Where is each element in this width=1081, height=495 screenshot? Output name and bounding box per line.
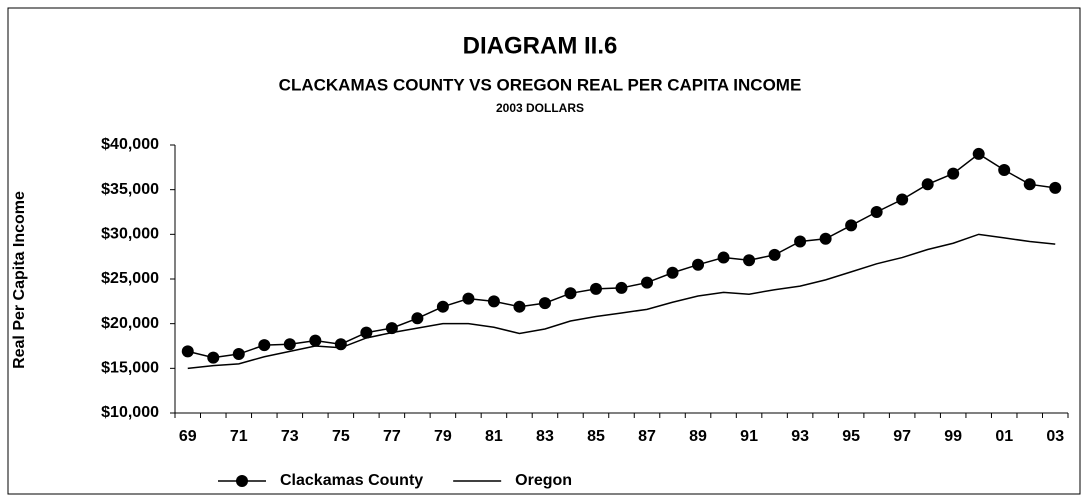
data-point <box>513 300 526 313</box>
data-point <box>870 206 883 218</box>
data-point <box>207 351 220 364</box>
data-point <box>743 254 756 267</box>
data-point <box>819 232 832 245</box>
chart-subtitle: CLACKAMAS COUNTY VS OREGON REAL PER CAPI… <box>279 75 802 94</box>
x-tick-label: 81 <box>485 428 503 445</box>
data-point <box>462 292 475 305</box>
data-point <box>181 345 194 358</box>
chart-title: DIAGRAM II.6 <box>463 32 618 59</box>
data-point <box>845 219 858 232</box>
y-axis-label: Real Per Capita Income <box>11 191 28 369</box>
data-point <box>998 164 1011 177</box>
y-tick-label: $10,000 <box>101 404 159 421</box>
data-point <box>896 193 909 206</box>
data-point <box>921 178 934 191</box>
x-tick-label: 97 <box>893 428 911 445</box>
x-tick-label: 71 <box>230 428 248 445</box>
data-point <box>1049 181 1062 194</box>
y-tick-label: $40,000 <box>101 136 159 153</box>
y-tick-label: $30,000 <box>101 226 159 243</box>
data-point <box>794 235 807 248</box>
data-point <box>309 334 322 347</box>
data-point <box>972 147 985 160</box>
x-tick-label: 03 <box>1046 428 1064 445</box>
legend-label: Oregon <box>515 472 572 489</box>
y-tick-label: $25,000 <box>101 270 159 287</box>
data-point <box>641 276 654 289</box>
data-point <box>283 338 296 351</box>
data-point <box>768 248 781 261</box>
y-tick-label: $20,000 <box>101 315 159 332</box>
data-point <box>487 295 500 308</box>
x-tick-label: 99 <box>944 428 962 445</box>
y-tick-label: $15,000 <box>101 360 159 377</box>
data-point <box>385 322 398 335</box>
data-point <box>360 326 373 339</box>
x-tick-label: 95 <box>842 428 860 445</box>
x-tick-label: 85 <box>587 428 605 445</box>
x-tick-label: 69 <box>179 428 197 445</box>
x-tick-label: 79 <box>434 428 452 445</box>
series-line <box>187 233 1056 370</box>
legend-label: Clackamas County <box>280 472 423 489</box>
data-point <box>411 312 424 325</box>
x-tick-label: 01 <box>995 428 1013 445</box>
data-point <box>692 258 705 271</box>
x-tick-label: 89 <box>689 428 707 445</box>
data-point <box>564 287 577 300</box>
x-tick-label: 73 <box>281 428 299 445</box>
data-point <box>258 339 271 352</box>
data-point <box>717 251 730 264</box>
data-point <box>615 281 628 294</box>
x-tick-label: 77 <box>383 428 401 445</box>
x-tick-label: 91 <box>740 428 758 445</box>
data-point <box>232 348 245 361</box>
data-point <box>436 300 449 313</box>
legend-marker <box>236 475 248 487</box>
x-tick-label: 93 <box>791 428 809 445</box>
data-point <box>947 167 960 180</box>
data-point <box>589 282 602 295</box>
x-tick-label: 83 <box>536 428 554 445</box>
chart-note: 2003 DOLLARS <box>496 101 584 115</box>
y-tick-label: $35,000 <box>101 181 159 198</box>
data-point <box>1023 178 1036 191</box>
x-tick-label: 87 <box>638 428 656 445</box>
data-point <box>666 266 679 279</box>
data-point <box>538 297 551 310</box>
x-tick-label: 75 <box>332 428 350 445</box>
